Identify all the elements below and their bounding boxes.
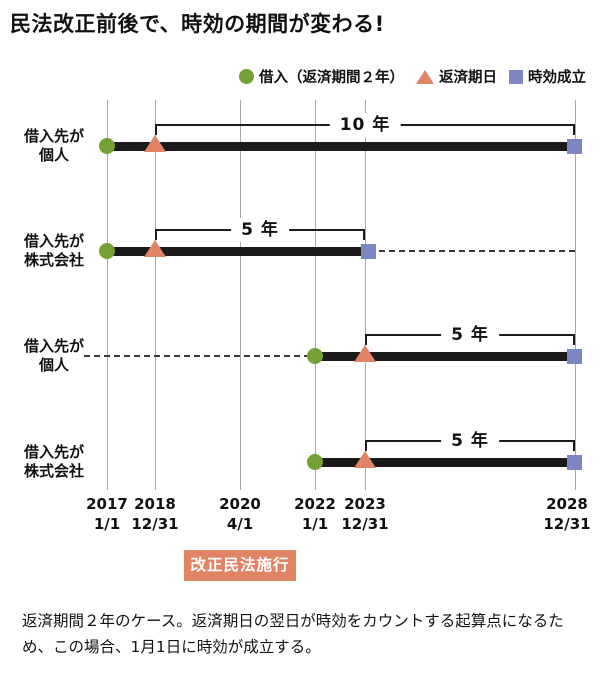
span-label: 5 年 [441, 429, 499, 453]
due-marker-icon [354, 451, 376, 468]
legend-label: 借入（返済期間２年） [259, 70, 404, 86]
gridline-2018 [155, 100, 156, 490]
row-label-line: 借入先が [23, 443, 84, 461]
row-label-line: 借入先が [23, 337, 84, 355]
expiry-marker-icon [361, 244, 376, 259]
borrow-marker-icon [307, 348, 323, 364]
due-triangle-icon [416, 69, 434, 84]
legend: 借入（返済期間２年） 返済期日 時効成立 [239, 66, 586, 87]
expiry-square-icon [509, 69, 523, 84]
borrow-circle-icon [239, 69, 254, 84]
borrow-marker-icon [99, 243, 115, 259]
legend-item-due: 返済期日 [416, 66, 497, 87]
due-marker-icon [144, 240, 166, 257]
row-label: 借入先が 株式会社 [8, 443, 100, 481]
axis-year: 2020 [219, 495, 261, 513]
legend-label: 時効成立 [528, 70, 586, 86]
axis-tick-2022: 2022 1/1 [283, 494, 347, 534]
timeline-bar [311, 458, 580, 467]
expiry-marker-icon [567, 349, 582, 364]
axis-tick-2020: 2020 4/1 [208, 494, 272, 534]
row-label-line: 借入先が [23, 127, 84, 145]
legend-item-expiry: 時効成立 [509, 66, 586, 87]
axis-tick-2018: 2018 12/31 [123, 494, 187, 534]
event-label-civil-code-reform: 改正民法施行 [184, 550, 296, 581]
row-label: 借入先が 個人 [8, 337, 100, 375]
span-bracket: 5 年 [155, 218, 365, 242]
row-label-line: 個人 [38, 356, 69, 374]
gridline-2022 [315, 100, 316, 490]
expiry-marker-icon [567, 139, 582, 154]
gridline-2028 [575, 100, 576, 490]
legend-label: 返済期日 [439, 70, 497, 86]
axis-year: 2017 [86, 495, 128, 513]
expiry-marker-icon [567, 455, 582, 470]
span-bracket: 5 年 [365, 323, 575, 347]
row-label: 借入先が 個人 [8, 127, 100, 165]
timeline-bar [103, 142, 580, 151]
gridline-2020 [240, 100, 241, 490]
timeline-bar [103, 247, 374, 256]
axis-year: 2022 [294, 495, 336, 513]
axis-date: 12/31 [543, 515, 591, 533]
span-label: 10 年 [329, 113, 401, 137]
dashed-continuation-line [379, 250, 575, 252]
axis-year: 2018 [134, 495, 176, 513]
span-label: 5 年 [441, 323, 499, 347]
axis-date: 12/31 [131, 515, 179, 533]
gridline-2017 [107, 100, 108, 490]
row-label-line: 株式会社 [23, 462, 84, 480]
row-label-line: 株式会社 [23, 251, 84, 269]
due-marker-icon [144, 135, 166, 152]
span-label: 5 年 [231, 218, 289, 242]
axis-date: 4/1 [226, 515, 254, 533]
axis-tick-2028: 2028 12/31 [535, 494, 599, 534]
borrow-marker-icon [307, 454, 323, 470]
row-label-line: 個人 [38, 146, 69, 164]
dashed-lead-line [84, 355, 310, 357]
due-marker-icon [354, 345, 376, 362]
span-bracket: 5 年 [365, 429, 575, 453]
axis-year: 2028 [546, 495, 588, 513]
legend-item-borrow: 借入（返済期間２年） [239, 66, 404, 87]
axis-date: 1/1 [301, 515, 329, 533]
caption: 返済期間２年のケース。返済期日の翌日が時効をカウントする起算点になるため、この場… [22, 612, 564, 657]
borrow-marker-icon [99, 138, 115, 154]
span-bracket: 10 年 [155, 113, 575, 137]
axis-year: 2023 [344, 495, 386, 513]
row-label: 借入先が 株式会社 [8, 232, 100, 270]
axis-tick-2017: 2017 1/1 [75, 494, 139, 534]
axis-date: 12/31 [341, 515, 389, 533]
axis-tick-2023: 2023 12/31 [333, 494, 397, 534]
timeline-bar [311, 352, 580, 361]
page-title: 民法改正前後で、時効の期間が変わる! [10, 12, 385, 36]
row-label-line: 借入先が [23, 232, 84, 250]
gridline-2023 [365, 100, 366, 490]
axis-date: 1/1 [93, 515, 121, 533]
